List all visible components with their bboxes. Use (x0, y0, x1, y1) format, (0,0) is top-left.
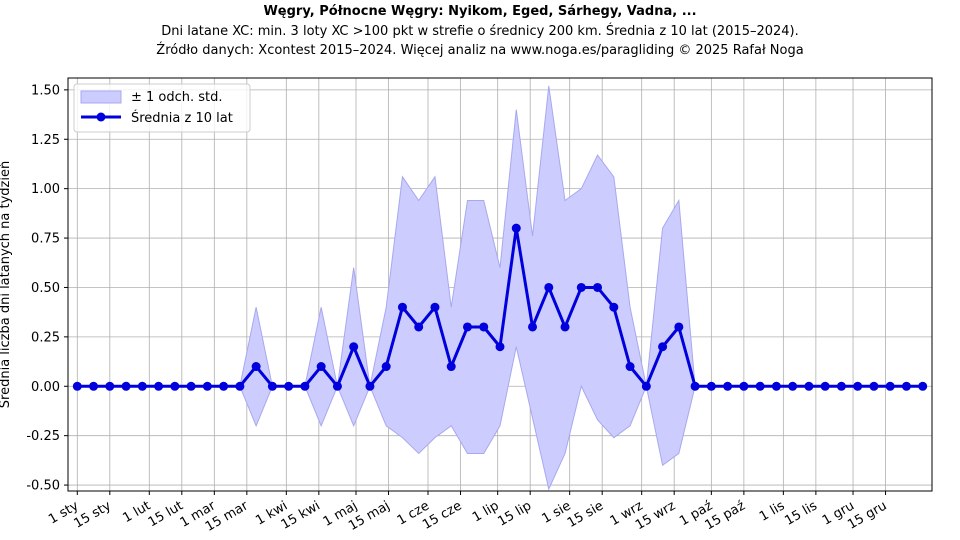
data-point (121, 381, 131, 391)
data-point (625, 362, 635, 372)
chart-subtitle-line-2: Źródło danych: Xcontest 2015–2024. Więce… (156, 43, 804, 58)
data-point (462, 322, 472, 332)
data-point (901, 381, 911, 391)
data-point (771, 381, 781, 391)
y-tick-label: 1.00 (31, 182, 60, 197)
data-point (235, 381, 245, 391)
data-point (739, 381, 749, 391)
data-point (853, 381, 863, 391)
x-tick-label: 15 lis (782, 498, 820, 528)
chart-subtitle-line-1: Dni latane XC: min. 3 loty XC >100 pkt w… (161, 24, 799, 39)
y-tick-label: -0.25 (26, 429, 60, 444)
legend-line-label: Średnia z 10 lat (131, 110, 233, 126)
std-band-group (77, 85, 923, 491)
data-point (706, 381, 716, 391)
data-point (495, 342, 505, 352)
legend-band-label: ± 1 odch. std. (131, 90, 223, 105)
data-point (446, 362, 456, 372)
data-point (560, 322, 570, 332)
data-point (251, 362, 261, 372)
data-point (397, 302, 407, 312)
data-point (365, 381, 375, 391)
x-tick-label: 15 lip (495, 498, 534, 529)
std-band (77, 85, 923, 491)
legend-band-swatch (80, 90, 122, 104)
y-axis-ticks: -0.50 -0.25 0.00 0.25 0.50 0.75 1.00 1.25 1.50 (26, 83, 68, 494)
data-point (316, 362, 326, 372)
data-point (300, 381, 310, 391)
data-point (219, 381, 229, 391)
y-tick-label: 0.00 (31, 380, 60, 395)
data-point (284, 381, 294, 391)
data-point (349, 342, 359, 352)
data-point (72, 381, 82, 391)
data-point (576, 282, 586, 292)
data-point (593, 282, 603, 292)
data-point (885, 381, 895, 391)
y-tick-label: 1.25 (31, 133, 60, 148)
x-tick-label: 15 sty (71, 498, 114, 531)
x-tick-label: 15 sie (565, 498, 606, 531)
data-point (674, 322, 684, 332)
data-point (332, 381, 342, 391)
data-point (641, 381, 651, 391)
chart-title: Węgry, Północne Węgry: Nyikom, Eged, Sár… (263, 4, 697, 19)
y-tick-label: -0.50 (26, 479, 60, 494)
series-group (72, 223, 928, 391)
data-point (544, 282, 554, 292)
data-point (202, 381, 212, 391)
legend-marker-swatch (96, 112, 106, 122)
data-point (381, 362, 391, 372)
data-point (267, 381, 277, 391)
data-point (430, 302, 440, 312)
data-point (755, 381, 765, 391)
data-point (820, 381, 830, 391)
legend: ± 1 odch. std. Średnia z 10 lat (73, 83, 251, 133)
y-tick-label: 0.25 (31, 330, 60, 345)
y-tick-label: 1.50 (31, 83, 60, 98)
data-point (690, 381, 700, 391)
data-point (479, 322, 489, 332)
x-tick-label: 1 lip (470, 498, 502, 525)
data-point (105, 381, 115, 391)
x-tick-label: 1 lis (757, 498, 788, 524)
data-point (186, 381, 196, 391)
y-tick-label: 0.75 (31, 232, 60, 247)
plot-frame (67, 77, 933, 492)
data-point (804, 381, 814, 391)
data-point (414, 322, 424, 332)
data-point (528, 322, 538, 332)
data-point (170, 381, 180, 391)
data-point (788, 381, 798, 391)
x-tick-label: 15 lut (146, 498, 186, 530)
data-point (154, 381, 164, 391)
data-point (836, 381, 846, 391)
data-point (658, 342, 668, 352)
y-tick-label: 0.50 (31, 281, 60, 296)
data-point (89, 381, 99, 391)
data-point (137, 381, 147, 391)
y-axis-label: Średnia liczba dni latanych na tydzień (0, 161, 13, 408)
data-point (723, 381, 733, 391)
data-point (609, 302, 619, 312)
data-point (511, 223, 521, 233)
data-point (869, 381, 879, 391)
data-point (918, 381, 928, 391)
